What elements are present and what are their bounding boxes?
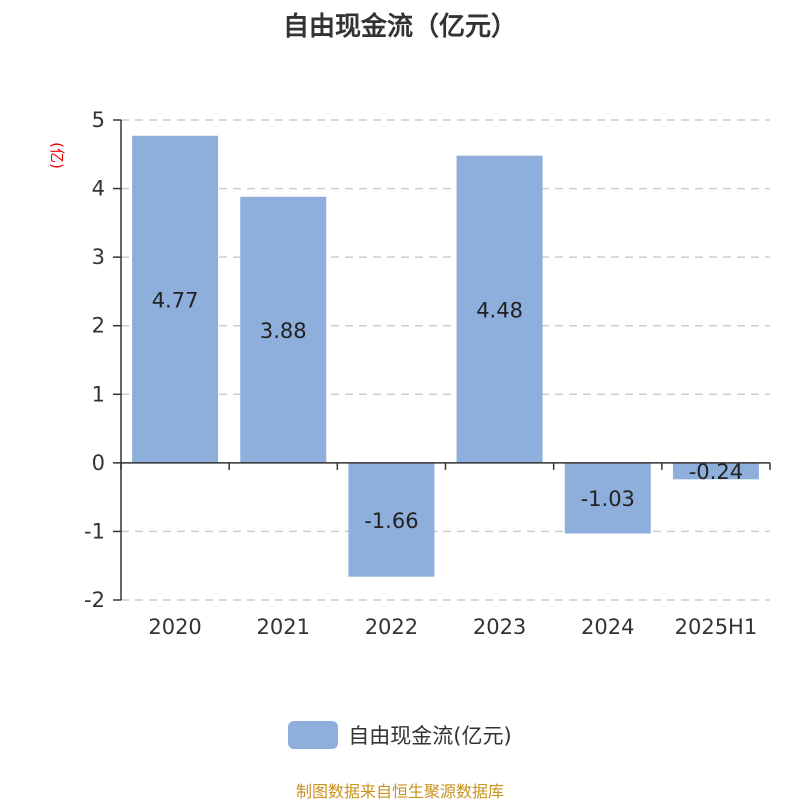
data-label: 3.88	[260, 319, 307, 343]
data-label: -1.66	[364, 509, 418, 533]
y-tick-label: 0	[92, 451, 105, 475]
x-tick-label: 2023	[473, 615, 526, 639]
legend[interactable]: 自由现金流(亿元)	[0, 720, 800, 750]
y-tick-label: -1	[84, 519, 105, 543]
x-tick-label: 2025H1	[675, 615, 758, 639]
source-note: 制图数据来自恒生聚源数据库	[295, 782, 504, 801]
bar	[348, 462, 435, 577]
y-tick-label: 1	[92, 382, 105, 406]
bar	[456, 155, 543, 463]
bar	[132, 135, 219, 463]
y-tick-label: -2	[84, 588, 105, 612]
legend-swatch	[288, 721, 339, 749]
data-label: -1.03	[581, 487, 635, 511]
x-tick-label: 2024	[581, 615, 634, 639]
data-label: 4.77	[152, 288, 199, 312]
x-tick-label: 2022	[365, 615, 418, 639]
data-label: -0.24	[689, 460, 743, 484]
x-tick-label: 2021	[257, 615, 310, 639]
x-tick-label: 2020	[148, 615, 201, 639]
y-tick-label: 3	[92, 245, 105, 269]
bar	[564, 462, 651, 534]
bar-chart: 5 4 3 2 1 0 -1 -2 4.77 2020 3.88 2021 -1.66 2022 4.48 2…	[84, 108, 771, 639]
bar	[672, 462, 759, 480]
bar	[240, 196, 327, 463]
chart-title: 自由现金流（亿元）	[282, 12, 517, 42]
y-tick-label: 5	[92, 108, 105, 132]
data-label: 4.48	[476, 298, 523, 322]
y-tick-label: 2	[92, 314, 105, 338]
legend-label: 自由现金流(亿元)	[348, 724, 512, 748]
y-tick-label: 4	[92, 177, 105, 201]
